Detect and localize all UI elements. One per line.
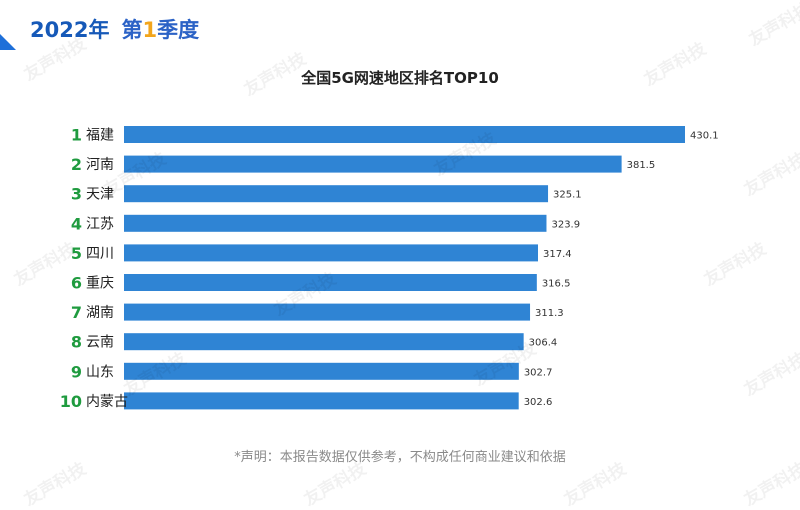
region-label: 山东 <box>86 364 114 380</box>
value-label: 311.3 <box>535 308 564 319</box>
page-header: 2022年 第1季度 <box>30 14 199 44</box>
bar-5 <box>124 244 538 262</box>
value-label: 325.1 <box>553 190 582 201</box>
bar-2 <box>124 155 622 173</box>
value-label: 316.5 <box>542 279 571 290</box>
bar-8 <box>124 333 524 351</box>
rank-number: 2 <box>71 155 82 174</box>
region-label: 重庆 <box>86 276 114 292</box>
region-label: 湖南 <box>86 305 114 321</box>
bar-1 <box>124 126 685 143</box>
header-season-prefix: 第 <box>121 18 143 42</box>
rank-number: 6 <box>71 274 82 293</box>
region-label: 内蒙古 <box>86 394 128 410</box>
region-label: 福建 <box>86 128 114 144</box>
region-label: 云南 <box>86 335 114 351</box>
bar-10 <box>124 392 519 410</box>
disclaimer-footnote: *声明：本报告数据仅供参考，不构成任何商业建议和依据 <box>234 450 566 465</box>
bar-4 <box>124 214 547 232</box>
rank-number: 5 <box>71 244 82 263</box>
bar-7 <box>124 303 531 321</box>
bar-6 <box>124 274 537 291</box>
rank-number: 4 <box>71 214 82 233</box>
value-label: 381.5 <box>627 160 656 171</box>
bar-9 <box>124 362 519 380</box>
chart-title: 全国5G网速地区排名TOP10 <box>301 69 499 87</box>
rank-number: 7 <box>71 303 82 322</box>
value-label: 306.4 <box>529 338 558 349</box>
bar-3 <box>124 185 549 203</box>
region-label: 江苏 <box>86 216 114 232</box>
value-label: 323.9 <box>551 219 580 230</box>
region-label: 四川 <box>86 246 114 262</box>
value-label: 302.7 <box>524 367 553 378</box>
header-season-suffix: 季度 <box>157 18 200 42</box>
header-year: 2022年 <box>30 18 110 42</box>
header-season-number: 1 <box>142 18 158 42</box>
value-label: 430.1 <box>690 131 719 142</box>
region-label: 天津 <box>86 187 114 203</box>
region-label: 河南 <box>86 157 114 173</box>
rank-number: 1 <box>71 126 82 145</box>
rank-number: 8 <box>71 333 82 352</box>
value-label: 317.4 <box>543 249 572 260</box>
rank-number: 9 <box>71 362 82 381</box>
rank-number: 10 <box>60 392 82 411</box>
header-accent-mark <box>0 34 16 50</box>
value-label: 302.6 <box>524 397 553 408</box>
rank-number: 3 <box>71 185 82 204</box>
